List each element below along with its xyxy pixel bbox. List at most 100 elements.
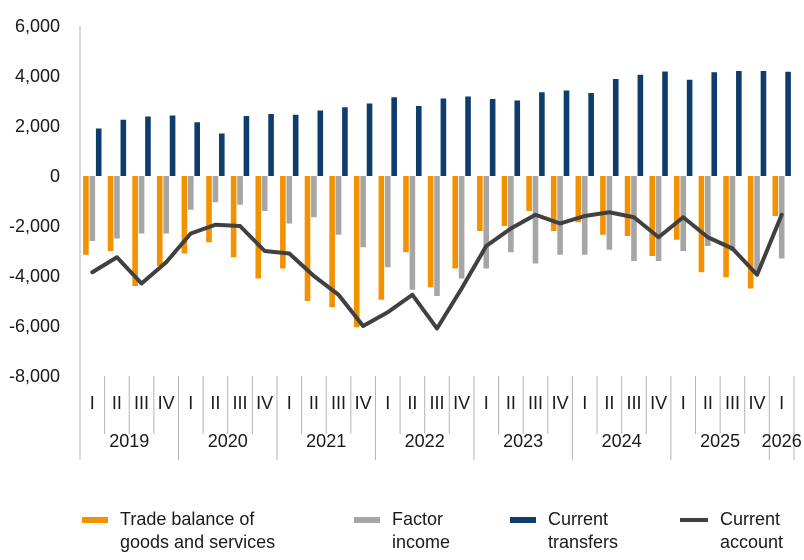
bar-factor-income bbox=[434, 176, 440, 296]
bar-current-transfers bbox=[539, 92, 545, 176]
x-quarter-label: I bbox=[188, 393, 193, 413]
bar-trade-balance-of-goods-and-services bbox=[427, 176, 434, 288]
bar-factor-income bbox=[89, 176, 96, 241]
bar-trade-balance-of-goods-and-services bbox=[255, 176, 262, 279]
bar-current-transfers bbox=[194, 122, 200, 176]
bar-trade-balance-of-goods-and-services bbox=[83, 176, 89, 255]
bar-trade-balance-of-goods-and-services bbox=[747, 176, 754, 289]
bar-factor-income bbox=[557, 176, 563, 255]
x-quarter-label: IV bbox=[256, 393, 273, 413]
bar-trade-balance-of-goods-and-services bbox=[403, 176, 409, 253]
bar-factor-income bbox=[384, 176, 391, 268]
bar-trade-balance-of-goods-and-services bbox=[304, 176, 311, 301]
bar-factor-income bbox=[212, 176, 219, 203]
legend-label-trade-balance: Trade balance of goods and services bbox=[120, 509, 276, 552]
bar-factor-income bbox=[360, 176, 366, 248]
bar-trade-balance-of-goods-and-services bbox=[477, 176, 483, 231]
bar-trade-balance-of-goods-and-services bbox=[674, 176, 680, 240]
x-quarter-label: I bbox=[681, 393, 686, 413]
bar-factor-income bbox=[163, 176, 169, 234]
legend-swatch-factor-income bbox=[354, 517, 380, 523]
bar-current-transfers bbox=[686, 79, 693, 176]
bar-trade-balance-of-goods-and-services bbox=[156, 176, 163, 266]
bar-current-transfers bbox=[219, 133, 225, 176]
x-axis: I II III IV I II III IV I II III IV I II III IV I II III IV… bbox=[79, 376, 802, 460]
bar-current-transfers bbox=[317, 110, 324, 176]
bar-current-transfers bbox=[342, 107, 348, 176]
legend-swatch-trade-balance bbox=[82, 517, 108, 523]
bar-factor-income bbox=[729, 176, 736, 251]
bar-current-transfers bbox=[563, 90, 570, 176]
bar-trade-balance-of-goods-and-services bbox=[181, 176, 188, 254]
line-current-account bbox=[90, 210, 784, 331]
bar-trade-balance-of-goods-and-services bbox=[353, 176, 360, 328]
x-quarter-label: IV bbox=[749, 393, 766, 413]
bar-factor-income bbox=[261, 176, 268, 211]
bar-current-transfers bbox=[736, 71, 742, 176]
y-tick-label: 4,000 bbox=[15, 66, 60, 86]
x-quarter-label: I bbox=[385, 393, 390, 413]
bar-trade-balance-of-goods-and-services bbox=[329, 176, 335, 308]
x-year-label: 2023 bbox=[503, 431, 543, 451]
bar-trade-balance-of-goods-and-services bbox=[698, 176, 705, 273]
legend: Trade balance of goods and services Fact… bbox=[0, 508, 804, 560]
bar-current-transfers bbox=[268, 114, 274, 176]
line-marks bbox=[90, 210, 784, 331]
bar-current-transfers bbox=[588, 93, 594, 176]
bar-factor-income bbox=[680, 176, 687, 251]
bar-trade-balance-of-goods-and-services bbox=[600, 176, 606, 235]
x-year-label: 2025 bbox=[700, 431, 740, 451]
y-tick-label: 0 bbox=[50, 166, 60, 186]
x-quarter-label: II bbox=[309, 393, 319, 413]
y-tick-label: -8,000 bbox=[9, 366, 60, 386]
bar-trade-balance-of-goods-and-services bbox=[723, 176, 729, 278]
x-quarter-label: IV bbox=[453, 393, 470, 413]
bar-trade-balance-of-goods-and-services bbox=[280, 176, 286, 269]
x-year-label: 2024 bbox=[602, 431, 642, 451]
x-quarter-label: IV bbox=[158, 393, 175, 413]
x-quarter-label: II bbox=[112, 393, 122, 413]
legend-swatch-current-transfers bbox=[510, 517, 536, 523]
x-year-label: 2020 bbox=[208, 431, 248, 451]
legend-label-current-transfers: Current transfers bbox=[548, 509, 619, 552]
bar-factor-income bbox=[705, 176, 711, 246]
bar-factor-income bbox=[335, 176, 342, 235]
x-quarter-label: II bbox=[210, 393, 220, 413]
bar-current-transfers bbox=[366, 103, 373, 176]
bar-trade-balance-of-goods-and-services bbox=[206, 176, 212, 243]
bar-trade-balance-of-goods-and-services bbox=[575, 176, 582, 223]
bar-marks bbox=[83, 71, 791, 328]
bar-trade-balance-of-goods-and-services bbox=[107, 176, 114, 251]
bar-trade-balance-of-goods-and-services bbox=[772, 176, 779, 216]
legend-swatch-current-account bbox=[680, 518, 708, 522]
bar-factor-income bbox=[409, 176, 416, 290]
x-quarter-label: IV bbox=[552, 393, 569, 413]
y-tick-label: -4,000 bbox=[9, 266, 60, 286]
bar-current-transfers bbox=[637, 74, 644, 176]
bar-current-transfers bbox=[785, 71, 791, 176]
y-tick-label: 2,000 bbox=[15, 116, 60, 136]
bar-trade-balance-of-goods-and-services bbox=[378, 176, 385, 300]
bar-factor-income bbox=[483, 176, 490, 269]
bar-factor-income bbox=[532, 176, 539, 264]
x-quarter-label: III bbox=[233, 393, 248, 413]
bar-current-transfers bbox=[440, 98, 447, 176]
x-quarter-label: II bbox=[407, 393, 417, 413]
x-quarter-label: III bbox=[725, 393, 740, 413]
x-quarter-label: III bbox=[331, 393, 346, 413]
bar-trade-balance-of-goods-and-services bbox=[550, 176, 557, 231]
x-quarter-label: I bbox=[484, 393, 489, 413]
bar-factor-income bbox=[754, 176, 760, 273]
x-quarter-label: II bbox=[506, 393, 516, 413]
x-quarter-label: III bbox=[626, 393, 641, 413]
bar-factor-income bbox=[187, 176, 194, 210]
y-tick-label: 6,000 bbox=[15, 16, 60, 36]
x-year-label: 2021 bbox=[306, 431, 346, 451]
legend-item-factor-income: Factor income bbox=[354, 508, 450, 554]
bar-current-transfers bbox=[243, 116, 250, 176]
bar-current-transfers bbox=[391, 97, 397, 176]
bar-current-transfers bbox=[711, 72, 718, 176]
bar-current-transfers bbox=[145, 116, 151, 176]
bar-trade-balance-of-goods-and-services bbox=[624, 176, 631, 236]
bar-trade-balance-of-goods-and-services bbox=[526, 176, 532, 211]
